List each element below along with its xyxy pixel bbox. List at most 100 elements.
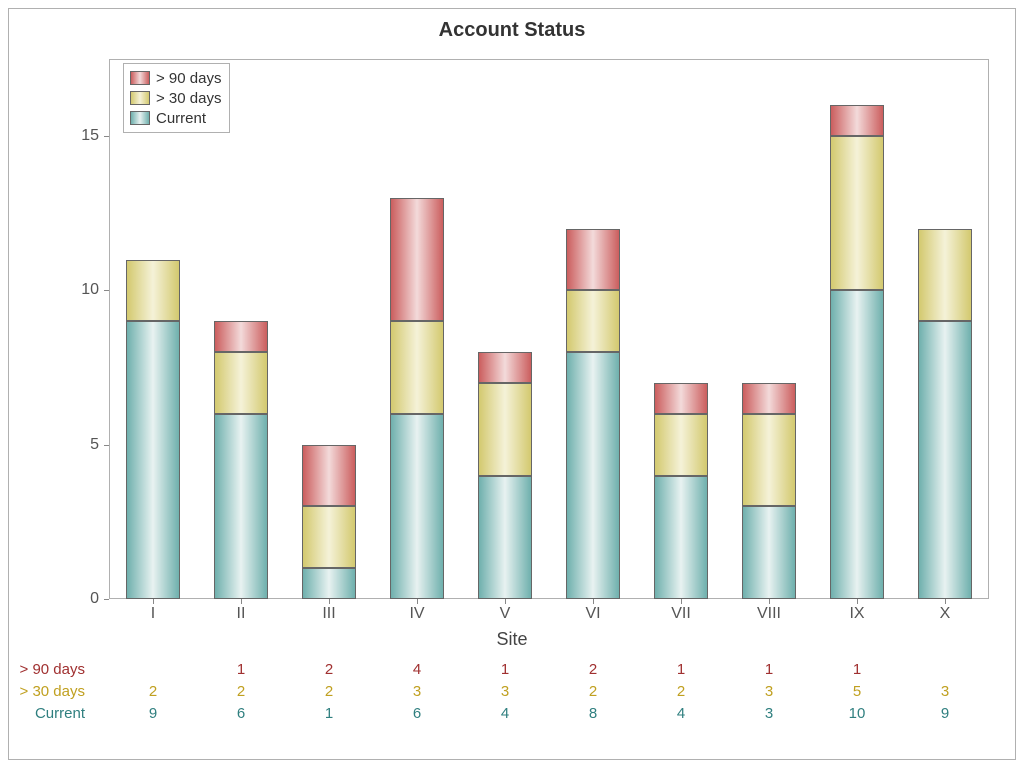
y-tick-label: 5: [39, 436, 99, 454]
x-tick-mark: [681, 599, 682, 604]
legend: > 90 days > 30 days Current: [123, 63, 230, 133]
data-cell: 4: [501, 705, 509, 722]
data-cell: 2: [589, 661, 597, 678]
data-cell: 4: [677, 705, 685, 722]
legend-item: Current: [130, 108, 221, 128]
legend-swatch: [130, 111, 150, 125]
bar-segment: [478, 383, 533, 476]
data-cell: 2: [149, 683, 157, 700]
x-tick-label: VI: [585, 605, 600, 623]
data-cell: 1: [237, 661, 245, 678]
data-cell: 2: [325, 683, 333, 700]
x-tick-label: I: [151, 605, 155, 623]
x-tick-label: VIII: [757, 605, 781, 623]
data-cell: 1: [765, 661, 773, 678]
x-axis-title: Site: [9, 629, 1015, 650]
x-tick-label: III: [322, 605, 335, 623]
bar-segment: [830, 290, 885, 599]
bar-segment: [302, 568, 357, 599]
legend-item: > 30 days: [130, 88, 221, 108]
bar-segment: [390, 198, 445, 321]
legend-swatch: [130, 71, 150, 85]
bar-segment: [390, 321, 445, 414]
x-tick-label: V: [500, 605, 511, 623]
legend-item: > 90 days: [130, 68, 221, 88]
data-cell: 10: [849, 705, 866, 722]
bar-segment: [126, 321, 181, 599]
bar-segment: [742, 414, 797, 507]
x-tick-label: IV: [409, 605, 424, 623]
data-cell: 5: [853, 683, 861, 700]
y-tick-label: 10: [39, 281, 99, 299]
x-tick-mark: [417, 599, 418, 604]
y-tick-label: 15: [39, 127, 99, 145]
data-row-label: > 90 days: [0, 661, 85, 678]
bar-segment: [830, 105, 885, 136]
x-tick-mark: [329, 599, 330, 604]
data-cell: 3: [941, 683, 949, 700]
bar-segment: [742, 506, 797, 599]
x-tick-mark: [857, 599, 858, 604]
y-tick-label: 0: [39, 590, 99, 608]
data-cell: 2: [237, 683, 245, 700]
data-cell: 2: [325, 661, 333, 678]
data-cell: 1: [501, 661, 509, 678]
y-tick-mark: [104, 290, 109, 291]
data-cell: 3: [765, 683, 773, 700]
legend-label: Current: [156, 110, 206, 127]
data-cell: 1: [325, 705, 333, 722]
y-tick-mark: [104, 445, 109, 446]
data-cell: 6: [237, 705, 245, 722]
data-cell: 6: [413, 705, 421, 722]
x-tick-label: VII: [671, 605, 691, 623]
bar-segment: [830, 136, 885, 290]
x-tick-mark: [945, 599, 946, 604]
data-row-label: > 30 days: [0, 683, 85, 700]
legend-swatch: [130, 91, 150, 105]
data-cell: 3: [765, 705, 773, 722]
x-tick-mark: [153, 599, 154, 604]
bar-segment: [654, 414, 709, 476]
data-cell: 1: [853, 661, 861, 678]
bar-segment: [214, 321, 269, 352]
data-cell: 3: [501, 683, 509, 700]
bar-segment: [302, 445, 357, 507]
data-cell: 1: [677, 661, 685, 678]
chart-title: Account Status: [9, 19, 1015, 42]
bar-segment: [742, 383, 797, 414]
bar-segment: [302, 506, 357, 568]
data-cell: 8: [589, 705, 597, 722]
bar-segment: [566, 290, 621, 352]
bar-segment: [654, 383, 709, 414]
bar-segment: [654, 476, 709, 599]
legend-label: > 30 days: [156, 90, 221, 107]
bar-segment: [214, 352, 269, 414]
data-cell: 9: [149, 705, 157, 722]
legend-label: > 90 days: [156, 70, 221, 87]
x-tick-mark: [505, 599, 506, 604]
data-row-label: Current: [0, 705, 85, 722]
data-cell: 9: [941, 705, 949, 722]
chart-frame: Account Status > 90 days > 30 days Current…: [8, 8, 1016, 760]
bar-segment: [566, 352, 621, 599]
x-tick-label: IX: [849, 605, 864, 623]
y-tick-mark: [104, 599, 109, 600]
bar-segment: [214, 414, 269, 599]
data-cell: 4: [413, 661, 421, 678]
bar-segment: [478, 352, 533, 383]
x-tick-label: X: [940, 605, 951, 623]
data-cell: 2: [589, 683, 597, 700]
x-tick-label: II: [237, 605, 246, 623]
data-cell: 3: [413, 683, 421, 700]
x-tick-mark: [769, 599, 770, 604]
bar-segment: [918, 321, 973, 599]
bar-segment: [126, 260, 181, 322]
bar-segment: [566, 229, 621, 291]
x-tick-mark: [593, 599, 594, 604]
bar-segment: [918, 229, 973, 322]
bar-segment: [478, 476, 533, 599]
data-cell: 2: [677, 683, 685, 700]
bar-segment: [390, 414, 445, 599]
y-tick-mark: [104, 136, 109, 137]
x-tick-mark: [241, 599, 242, 604]
